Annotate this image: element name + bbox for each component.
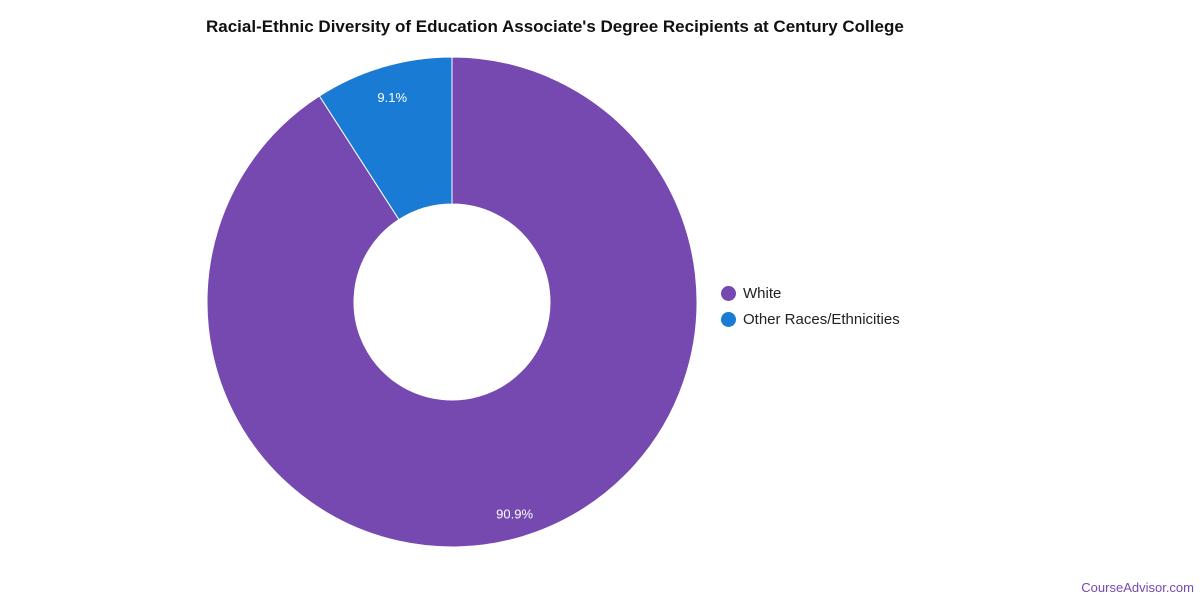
legend-label-white: White	[743, 284, 782, 302]
slice-white[interactable]	[206, 56, 698, 548]
data-label-white: 90.9%	[496, 506, 533, 521]
legend-item-other[interactable]: Other Races/Ethnicities	[721, 306, 900, 332]
legend-swatch-white	[721, 285, 736, 301]
data-label-other: 9.1%	[377, 90, 407, 105]
legend-item-white[interactable]: White	[721, 280, 900, 306]
watermark: CourseAdvisor.com	[1081, 580, 1194, 595]
legend: White Other Races/Ethnicities	[721, 280, 900, 332]
legend-swatch-other	[721, 311, 736, 327]
chart-title: Racial-Ethnic Diversity of Education Ass…	[206, 17, 904, 36]
slice-other[interactable]	[318, 56, 453, 221]
legend-label-other: Other Races/Ethnicities	[743, 310, 900, 328]
